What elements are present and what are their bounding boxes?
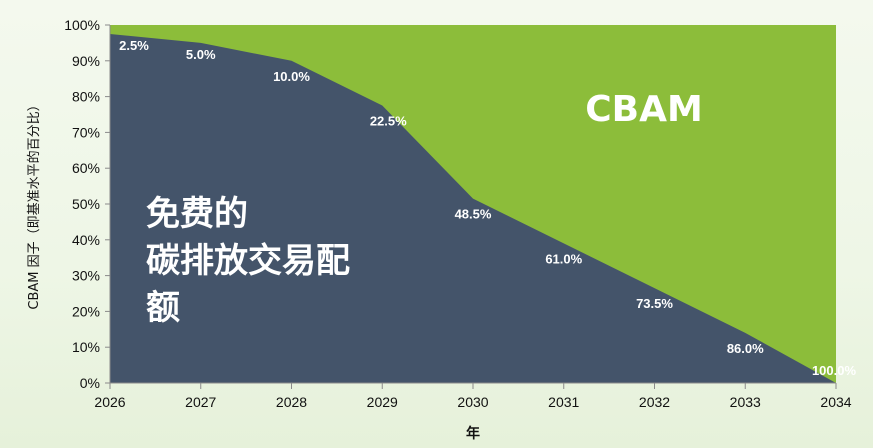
x-tick-labels: 2026 2027 2028 2029 2030 2031 2032 2033 2034 [94, 383, 852, 410]
y-tick-label: 0% [80, 375, 100, 391]
x-tick-label: 2027 [185, 394, 216, 410]
free-allowance-area [110, 33, 836, 383]
x-tick-label: 2026 [94, 394, 125, 410]
y-tick-label: 100% [64, 17, 100, 33]
free-allowance-label-line: 额 [146, 288, 180, 328]
y-tick-label: 80% [72, 89, 100, 105]
x-tick-label: 2031 [548, 394, 579, 410]
data-label: 10.0% [273, 69, 310, 84]
plot-area [109, 25, 836, 384]
free-allowance-label-line: 碳排放交易配 [146, 241, 350, 281]
data-label: 48.5% [455, 207, 492, 222]
y-tick-label: 40% [72, 232, 100, 248]
x-tick-label: 2032 [639, 394, 670, 410]
cbam-region-label: CBAM [585, 89, 703, 130]
y-tick-labels: 0% 10% 20% 30% 40% 50% 60% 70% 80% 90% 100% [64, 17, 110, 391]
data-label: 86.0% [727, 341, 764, 356]
free-allowance-label-line: 免费的 [146, 194, 248, 234]
data-label: 61.0% [545, 251, 582, 266]
y-tick-label: 70% [72, 124, 100, 140]
data-label: 100.0% [812, 363, 857, 378]
x-tick-label: 2033 [730, 394, 761, 410]
data-label: 22.5% [370, 114, 407, 129]
y-tick-label: 90% [72, 53, 100, 69]
x-tick-label: 2029 [367, 394, 398, 410]
y-axis-title: CBAM 因子（即基准水平的百分比） [26, 98, 42, 309]
y-tick-label: 60% [72, 160, 100, 176]
x-tick-label: 2034 [820, 394, 851, 410]
data-label: 73.5% [636, 296, 673, 311]
y-tick-label: 10% [72, 339, 100, 355]
data-labels: 2.5% 5.0% 10.0% 22.5% 48.5% 61.0% 73.5% 86.0% 10… [119, 38, 856, 378]
x-tick-label: 2028 [276, 394, 307, 410]
data-label: 5.0% [186, 47, 216, 62]
x-tick-label: 2030 [457, 394, 488, 410]
y-tick-label: 50% [72, 196, 100, 212]
data-label: 2.5% [119, 38, 149, 53]
free-allowance-region-label: 免费的碳排放交易配额 [146, 194, 350, 328]
y-tick-label: 30% [72, 268, 100, 284]
y-tick-label: 20% [72, 303, 100, 319]
x-axis-title: 年 [466, 425, 480, 442]
